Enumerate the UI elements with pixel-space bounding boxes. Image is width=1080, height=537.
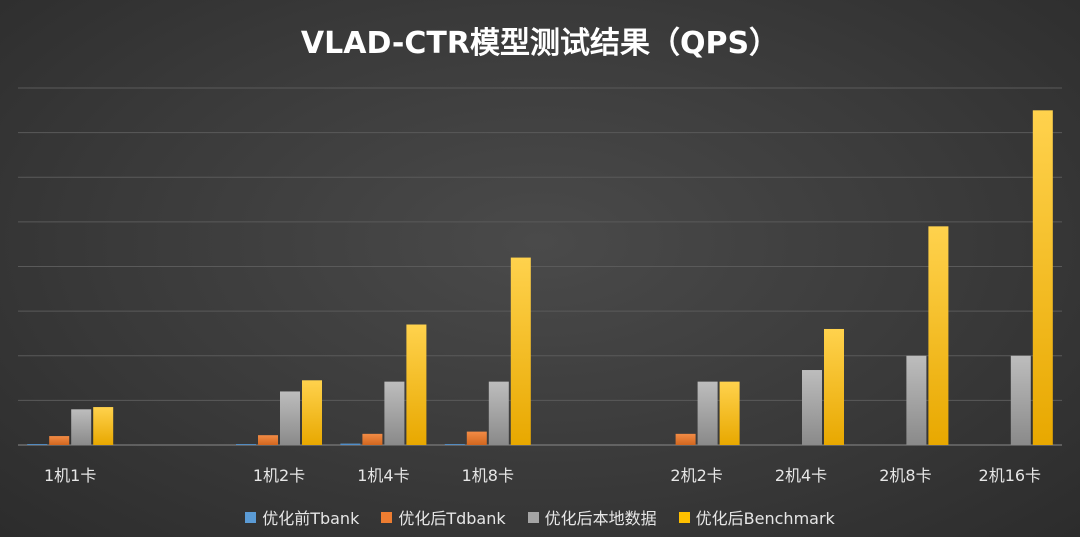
legend-swatch: [678, 511, 690, 523]
bar: [406, 324, 427, 445]
legend-item: 优化前Tbank: [245, 505, 359, 529]
bar: [1010, 355, 1031, 445]
bar: [675, 433, 696, 445]
bar: [510, 257, 531, 445]
x-tick-label: 1机1卡: [44, 466, 96, 485]
bar: [340, 443, 361, 445]
x-tick-label: 1机2卡: [253, 466, 305, 485]
bar: [824, 328, 844, 445]
bar: [280, 391, 300, 445]
chart-title: VLAD-CTR模型测试结果（QPS）: [300, 26, 780, 61]
x-tick-label: 1机8卡: [462, 466, 514, 485]
legend: 优化前Tbank 优化后Tdbank 优化后本地数据 优化后Benchmark: [0, 505, 1080, 529]
x-tick-labels: 1机1卡 1机2卡 1机4卡 1机8卡 2机2卡 2机4卡 2机8卡 2机16卡: [44, 466, 1041, 485]
legend-item: 优化后Benchmark: [678, 505, 835, 529]
legend-label: 优化后本地数据: [544, 509, 657, 528]
legend-item: 优化后本地数据: [527, 505, 657, 529]
legend-swatch: [245, 511, 257, 523]
legend-swatch: [527, 511, 539, 523]
legend-label: 优化后Tdbank: [398, 509, 506, 528]
bar: [719, 381, 740, 445]
legend-label: 优化后Benchmark: [695, 509, 835, 528]
bar: [93, 407, 114, 445]
bar: [71, 409, 92, 445]
bars: [27, 110, 1053, 445]
bar: [1032, 110, 1053, 445]
bar: [697, 381, 718, 445]
bar: [928, 226, 949, 445]
gridlines: [18, 87, 1062, 446]
bar: [258, 435, 278, 445]
x-tick-label: 1机4卡: [357, 466, 409, 485]
bar: [906, 355, 927, 445]
bar: [488, 381, 509, 445]
bar: [362, 433, 383, 445]
x-tick-label: 2机4卡: [775, 466, 827, 485]
legend-item: 优化后Tdbank: [381, 505, 506, 529]
bar: [27, 444, 48, 445]
bar: [466, 431, 487, 445]
legend-label: 优化前Tbank: [262, 509, 360, 528]
bar: [802, 370, 822, 445]
bar: [384, 381, 405, 445]
legend-swatch: [381, 511, 393, 523]
x-tick-label: 2机2卡: [670, 466, 722, 485]
x-tick-label: 2机16卡: [979, 466, 1042, 485]
x-tick-label: 2机8卡: [879, 466, 931, 485]
bar: [302, 380, 322, 445]
bar: [236, 444, 256, 445]
bar: [444, 444, 465, 445]
bar: [49, 436, 70, 445]
